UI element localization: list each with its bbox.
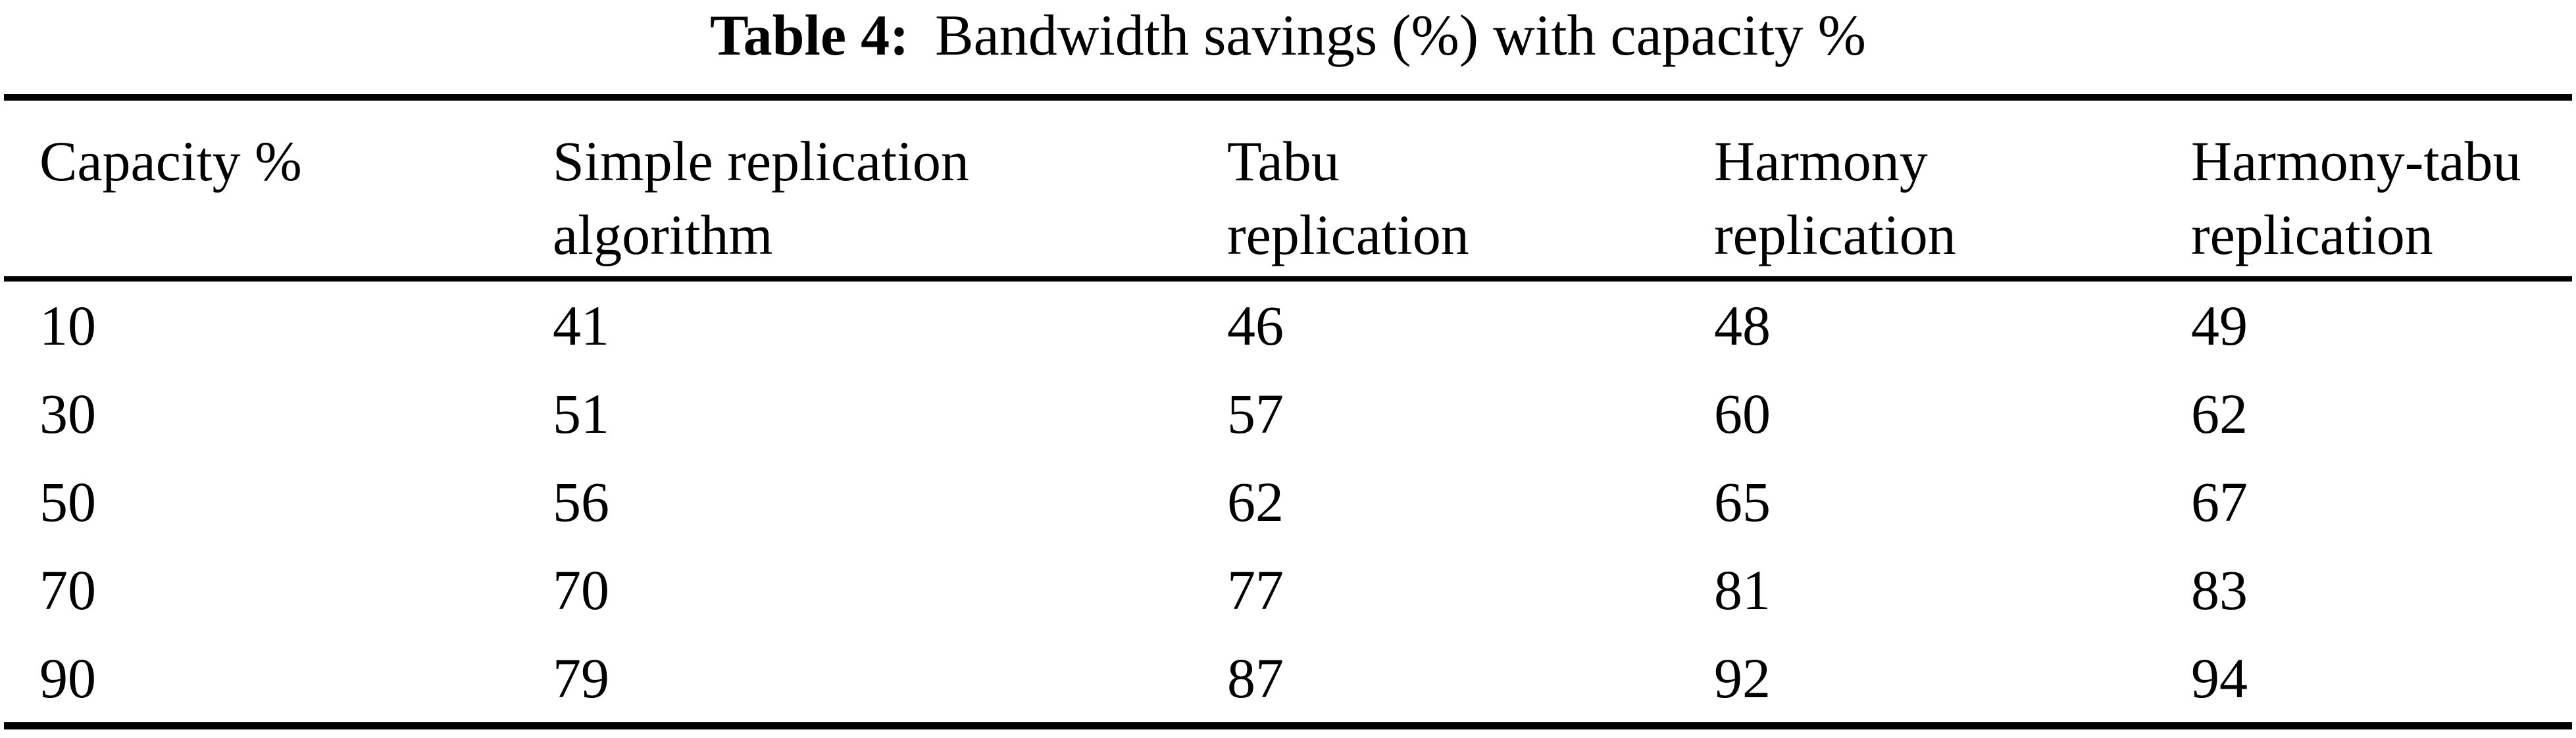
caption-text: Bandwidth savings (%) with capacity % — [934, 4, 1866, 68]
column-header-capacity: Capacity % — [4, 124, 553, 276]
column-header-line: Capacity % — [39, 130, 302, 193]
column-header-tabu-replication: Tabu replication — [1227, 124, 1714, 276]
cell-capacity: 70 — [39, 558, 96, 622]
cell-harmony-tabu-replication: 67 — [2191, 470, 2248, 533]
column-header-line: Harmony — [1714, 130, 1928, 193]
cell-capacity: 90 — [39, 647, 96, 710]
cell-tabu-replication: 62 — [1227, 470, 1284, 533]
cell-harmony-tabu-replication: 94 — [2191, 647, 2248, 710]
cell-simple-replication: 79 — [553, 647, 609, 710]
table-header-row: Capacity % Simple replication algorithm … — [4, 101, 2572, 282]
cell-capacity: 30 — [39, 382, 96, 445]
table-caption: Table 4: Bandwidth savings (%) with capa… — [0, 0, 2576, 94]
cell-capacity: 50 — [39, 470, 96, 533]
column-header-harmony-replication: Harmony replication — [1714, 124, 2191, 276]
cell-simple-replication: 41 — [553, 294, 609, 357]
cell-harmony-replication: 60 — [1714, 382, 1771, 445]
column-header-harmony-tabu-replication: Harmony-tabu replication — [2191, 124, 2572, 276]
caption-label: Table 4: — [710, 4, 909, 68]
column-header-line: algorithm — [553, 203, 773, 266]
cell-tabu-replication: 77 — [1227, 558, 1284, 622]
cell-simple-replication: 56 — [553, 470, 609, 533]
cell-harmony-tabu-replication: 83 — [2191, 558, 2248, 622]
column-header-line: Simple replication — [553, 130, 969, 193]
bandwidth-savings-table: Capacity % Simple replication algorithm … — [4, 94, 2572, 729]
table-row: 90 79 87 92 94 — [4, 634, 2572, 722]
cell-simple-replication: 51 — [553, 382, 609, 445]
column-header-simple-replication: Simple replication algorithm — [553, 124, 1227, 276]
cell-tabu-replication: 87 — [1227, 647, 1284, 710]
column-header-line: Tabu — [1227, 130, 1340, 193]
column-header-line: replication — [1227, 203, 1469, 266]
table-row: 10 41 46 48 49 — [4, 282, 2572, 370]
column-header-line: replication — [2191, 203, 2433, 266]
cell-capacity: 10 — [39, 294, 96, 357]
table-row: 70 70 77 81 83 — [4, 546, 2572, 634]
cell-harmony-replication: 48 — [1714, 294, 1771, 357]
cell-harmony-replication: 65 — [1714, 470, 1771, 533]
cell-harmony-replication: 81 — [1714, 558, 1771, 622]
column-header-line: Harmony-tabu — [2191, 130, 2521, 193]
cell-harmony-tabu-replication: 49 — [2191, 294, 2248, 357]
cell-tabu-replication: 57 — [1227, 382, 1284, 445]
cell-simple-replication: 70 — [553, 558, 609, 622]
cell-tabu-replication: 46 — [1227, 294, 1284, 357]
table-row: 30 51 57 60 62 — [4, 370, 2572, 458]
cell-harmony-replication: 92 — [1714, 647, 1771, 710]
cell-harmony-tabu-replication: 62 — [2191, 382, 2248, 445]
table-row: 50 56 62 65 67 — [4, 458, 2572, 546]
column-header-line: replication — [1714, 203, 1956, 266]
